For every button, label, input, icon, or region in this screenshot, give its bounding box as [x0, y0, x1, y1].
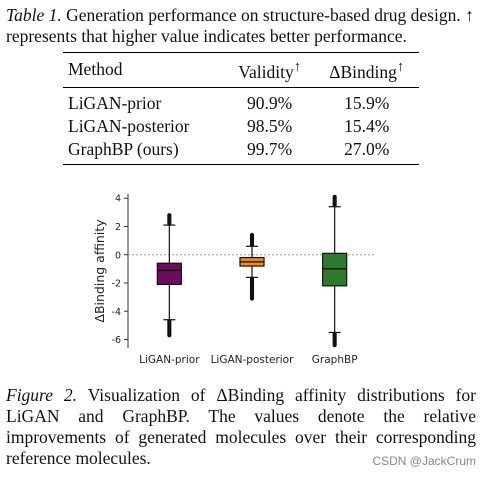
validity-cell: 99.7%	[247, 138, 293, 159]
outlier-point-high	[332, 194, 337, 199]
validity-cell: 90.9%	[247, 92, 293, 113]
watermark: CSDN @JackCrum	[372, 454, 476, 468]
outlier-point-high	[249, 232, 255, 238]
delta-binding-cell: 15.9%	[344, 92, 390, 113]
box-ligan-prior	[156, 262, 182, 286]
delta-binding-cell: 15.4%	[344, 115, 390, 136]
results-table: Method Validity↑ ΔBinding↑ LiGAN-prior 9…	[63, 52, 419, 165]
y-tick-label: -6	[112, 335, 121, 346]
header-validity: Validity↑	[238, 59, 301, 82]
y-tick-label: 4	[115, 194, 121, 205]
table-caption-text: Generation performance on structure-base…	[6, 5, 474, 46]
header-delta-binding: ΔBinding↑	[329, 59, 405, 82]
method-cell: LiGAN-posterior	[68, 115, 190, 136]
y-tick-label: -4	[112, 307, 121, 318]
figure-caption-label: Figure 2.	[6, 385, 78, 405]
method-cell: LiGAN-prior	[68, 92, 162, 113]
header-method: Method	[68, 59, 123, 80]
table-row: LiGAN-posterior 98.5% 15.4%	[63, 115, 419, 138]
box-graphbp	[322, 252, 348, 287]
y-tick-label: -2	[112, 279, 121, 290]
table-caption: Table 1. Generation performance on struc…	[6, 5, 476, 47]
validity-cell: 98.5%	[247, 115, 293, 136]
outlier-point-low	[249, 276, 255, 281]
x-tick-label: LiGAN-prior	[139, 354, 200, 366]
method-cell: GraphBP (ours)	[68, 138, 179, 159]
x-tick-label: LiGAN-posterior	[211, 354, 295, 366]
outlier-point-high	[167, 213, 172, 218]
table-row: LiGAN-prior 90.9% 15.9%	[63, 87, 419, 115]
table-header-row: Method Validity↑ ΔBinding↑	[63, 52, 419, 88]
higher-better-mark: ↑	[293, 59, 301, 75]
y-tick-label: 0	[115, 250, 121, 261]
figure-caption: Figure 2. Visualization of ΔBinding affi…	[6, 385, 476, 469]
figure-caption-text: Visualization of ΔBinding affinity distr…	[6, 385, 477, 468]
x-tick-label: GraphBP	[312, 354, 358, 366]
outlier-point-low	[167, 319, 172, 324]
higher-better-mark: ↑	[396, 59, 405, 75]
y-axis-label: ΔBinding affinity	[92, 219, 107, 323]
table-row: GraphBP (ours) 99.7% 27.0%	[63, 138, 419, 165]
binding-affinity-boxplot: -6 -4 -2 0 2 4 ΔBinding affinity LiGAN-prior LiG…	[92, 194, 376, 366]
table-caption-label: Table 1.	[6, 5, 62, 25]
delta-binding-cell: 27.0%	[344, 138, 390, 159]
outlier-point-low	[332, 331, 337, 336]
y-tick-label: 2	[115, 222, 121, 233]
